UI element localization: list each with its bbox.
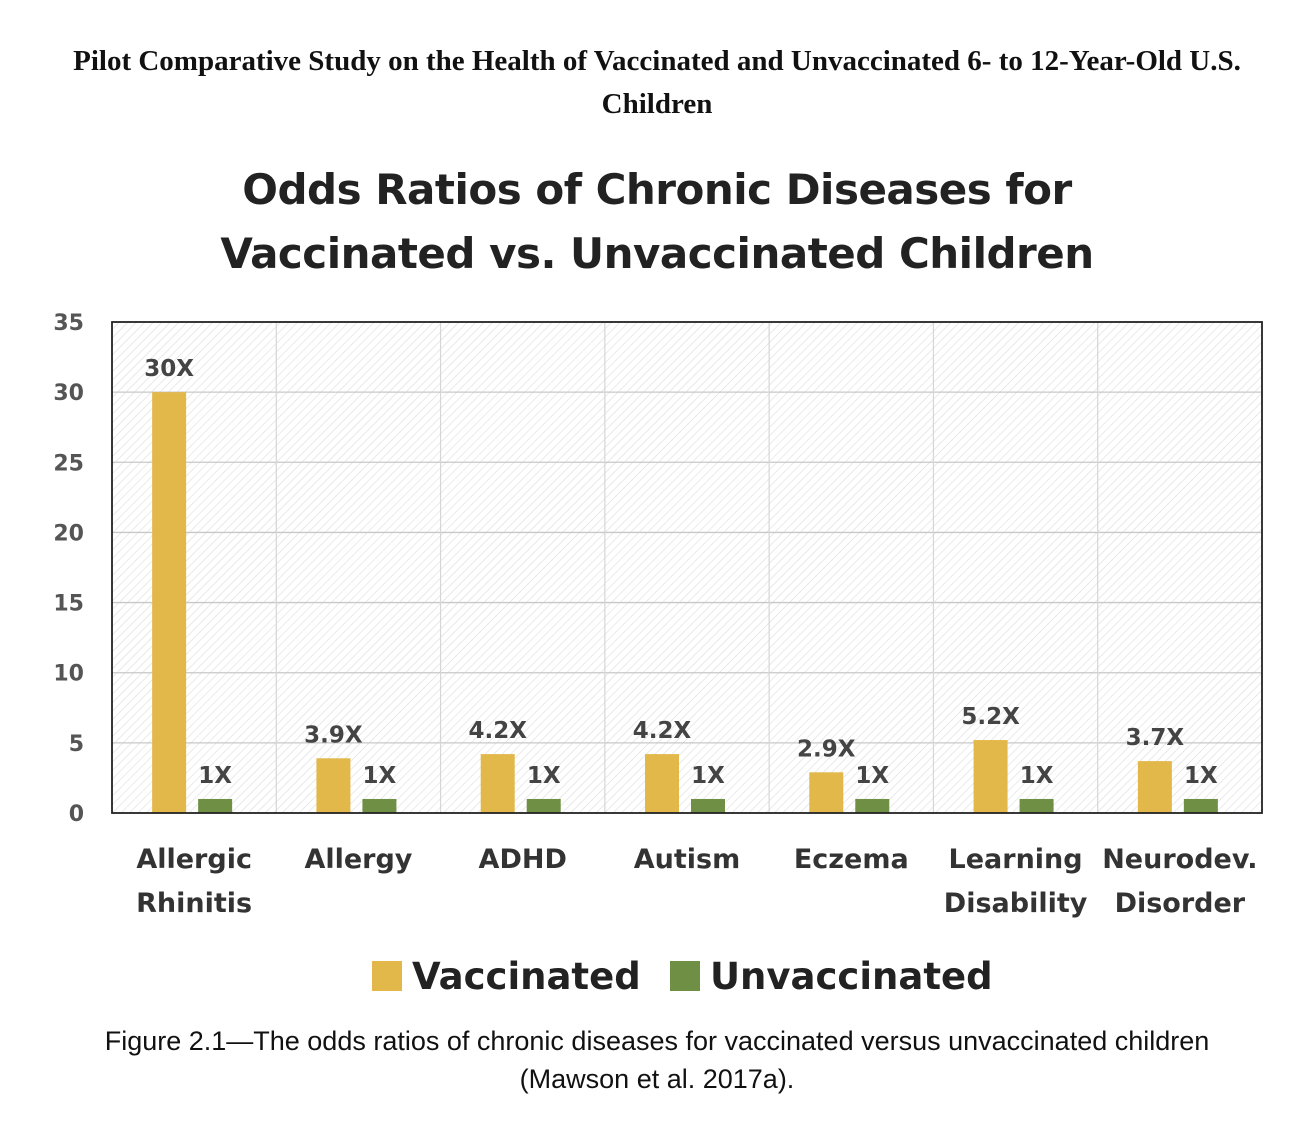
legend-label-unvaccinated: Unvaccinated: [710, 954, 993, 998]
x-category-label: Eczema: [794, 844, 909, 875]
bar-unvaccinated: [855, 798, 890, 813]
legend-swatch-vaccinated: [372, 961, 402, 991]
data-label-unvaccinated: 1X: [1184, 763, 1218, 789]
x-category-label: Rhinitis: [136, 888, 252, 919]
data-label-unvaccinated: 1X: [198, 763, 232, 789]
data-label-unvaccinated: 1X: [855, 763, 889, 789]
y-tick-label: 30: [53, 381, 84, 406]
bar-unvaccinated: [1019, 798, 1054, 813]
data-label-unvaccinated: 1X: [363, 763, 397, 789]
x-category-label: Allergy: [304, 844, 412, 875]
chart-title-line-1: Odds Ratios of Chronic Diseases for: [242, 165, 1072, 214]
data-label-vaccinated: 3.9X: [304, 722, 363, 748]
bar-unvaccinated: [198, 798, 233, 813]
legend-swatch-unvaccinated: [670, 961, 700, 991]
bar-unvaccinated: [526, 798, 561, 813]
data-label-vaccinated: 4.2X: [633, 718, 692, 744]
chart-legend: Vaccinated Unvaccinated: [0, 952, 1314, 1000]
x-category-label: Disability: [944, 888, 1088, 919]
y-tick-label: 20: [53, 521, 84, 546]
legend-item-unvaccinated: Unvaccinated: [670, 952, 993, 1000]
x-category-label: Allergic: [136, 844, 252, 875]
legend-label-vaccinated: Vaccinated: [412, 954, 641, 998]
y-tick-label: 35: [53, 311, 84, 336]
bar-vaccinated: [1137, 761, 1172, 813]
bar-unvaccinated: [362, 798, 397, 813]
data-label-unvaccinated: 1X: [691, 763, 725, 789]
bar-vaccinated: [480, 754, 515, 813]
x-category-label: Neurodev.: [1102, 844, 1257, 875]
x-category-label: Disorder: [1115, 888, 1246, 919]
x-category-label: Autism: [634, 844, 740, 875]
y-tick-label: 15: [53, 592, 84, 617]
data-label-vaccinated: 2.9X: [797, 736, 856, 762]
bar-vaccinated: [973, 740, 1008, 813]
x-category-label: ADHD: [479, 844, 567, 875]
plot-background: [112, 322, 1262, 813]
y-tick-label: 25: [53, 451, 84, 476]
bar-vaccinated: [645, 754, 679, 813]
y-tick-label: 5: [69, 732, 84, 757]
chart-title: Odds Ratios of Chronic Diseases for Vacc…: [60, 158, 1254, 286]
plot-frame: [111, 321, 1263, 814]
data-label-unvaccinated: 1X: [527, 763, 561, 789]
legend-item-vaccinated: Vaccinated: [372, 952, 641, 1000]
figure-caption: Figure 2.1—The odds ratios of chronic di…: [60, 1022, 1254, 1098]
data-label-vaccinated: 3.7X: [1126, 725, 1185, 751]
data-label-unvaccinated: 1X: [1020, 763, 1054, 789]
x-category-label: Learning: [949, 844, 1083, 875]
bar-unvaccinated: [1183, 798, 1218, 813]
page-title: Pilot Comparative Study on the Health of…: [60, 40, 1254, 126]
bar-unvaccinated: [691, 798, 725, 813]
y-tick-label: 10: [53, 662, 84, 687]
bar-vaccinated: [152, 392, 187, 813]
page-title-text: Pilot Comparative Study on the Health of…: [73, 45, 1241, 120]
figure-caption-text: Figure 2.1—The odds ratios of chronic di…: [104, 1026, 1210, 1094]
bar-vaccinated: [316, 758, 351, 813]
data-label-vaccinated: 30X: [144, 356, 194, 382]
bar-vaccinated: [809, 772, 844, 813]
y-tick-label: 0: [69, 802, 84, 827]
data-label-vaccinated: 4.2X: [468, 718, 527, 744]
chart-title-line-2: Vaccinated vs. Unvaccinated Children: [220, 229, 1094, 278]
data-label-vaccinated: 5.2X: [961, 704, 1020, 730]
